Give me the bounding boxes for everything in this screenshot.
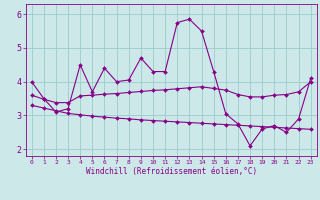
X-axis label: Windchill (Refroidissement éolien,°C): Windchill (Refroidissement éolien,°C) <box>86 167 257 176</box>
